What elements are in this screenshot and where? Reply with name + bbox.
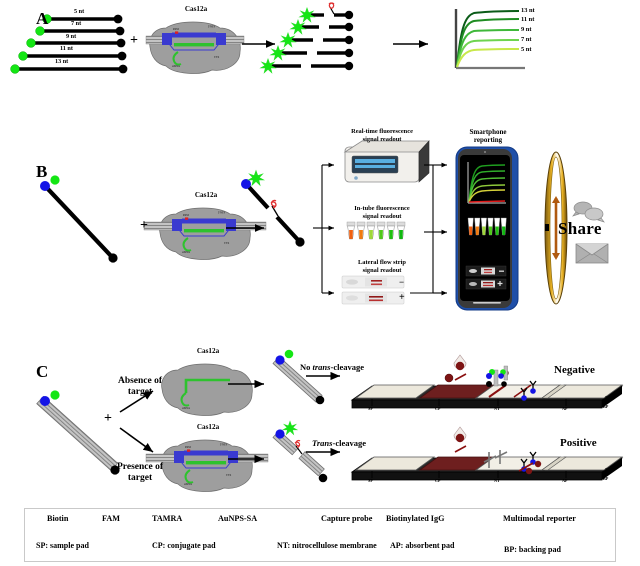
pad-mark-nt-neg: NT bbox=[494, 406, 500, 411]
svg-text:PAM: PAM bbox=[173, 28, 179, 31]
pad-mark-ap-neg: AP bbox=[562, 406, 568, 411]
result-positive: Positive bbox=[560, 437, 597, 449]
legend-abbrev-nt: NT: nitrocellulose membrane bbox=[277, 541, 377, 550]
pad-mark-nt-pos: NT bbox=[494, 478, 500, 483]
legend-label-multimodal-reporter: Multimodal reporter bbox=[503, 514, 576, 523]
strip-sign-positive: + bbox=[399, 292, 405, 303]
panel-a-cleaved-probes bbox=[259, 2, 354, 74]
cas12a-complex-a: PAM 5'NTS 3'TS crRNA bbox=[145, 21, 245, 74]
svg-text:5'NTS: 5'NTS bbox=[218, 212, 226, 215]
curve-label-7nt: 7 nt bbox=[521, 36, 532, 43]
panel-c-cas12a-label-apo: Cas12a bbox=[196, 347, 220, 355]
result-negative: Negative bbox=[554, 364, 595, 376]
legend-abbrev-cp: CP: conjugate pad bbox=[152, 541, 216, 550]
probe-label-11nt: 11 nt bbox=[60, 45, 73, 52]
readout-lateralflow-strips bbox=[341, 275, 405, 305]
branch-label-presence: Presence of target bbox=[117, 462, 163, 483]
envelope-icon bbox=[575, 243, 609, 264]
legend-label-biotinylated-igg: Biotinylated IgG bbox=[386, 514, 445, 523]
pad-mark-cp-neg: CP bbox=[435, 406, 441, 411]
cas12a-complex-b: PAM 5'NTS 3'TS crRNA bbox=[143, 207, 267, 260]
panel-c-cleaved-probe bbox=[272, 420, 328, 483]
chat-bubbles-icon bbox=[572, 201, 605, 223]
phone-tubes bbox=[467, 217, 507, 236]
cas12a-ternary: PAM 5'NTS 3'TS crRNA bbox=[145, 439, 269, 492]
svg-text:5'NTS: 5'NTS bbox=[208, 26, 216, 29]
legend-label-aunps-sa: AuNPS-SA bbox=[218, 514, 258, 523]
smartphone bbox=[455, 146, 519, 311]
panel-b-reporter bbox=[40, 175, 118, 263]
panel-a-cas12a-label: Cas12a bbox=[184, 5, 208, 13]
panel-b-plus: + bbox=[140, 218, 148, 233]
lateral-flow-strip-positive bbox=[350, 426, 624, 481]
curve-label-9nt: 9 nt bbox=[521, 26, 532, 33]
pad-mark-sp-neg: SP bbox=[368, 406, 373, 411]
svg-text:3'TS: 3'TS bbox=[214, 56, 220, 59]
svg-text:3'TS: 3'TS bbox=[224, 242, 230, 245]
readout-realtime-instrument bbox=[343, 140, 430, 183]
curve-label-13nt: 13 nt bbox=[521, 7, 535, 14]
panel-c-intact-probe bbox=[272, 349, 325, 405]
cas12a-apo: crRNA bbox=[161, 363, 253, 416]
legend-abbrev-ap: AP: absorbent pad bbox=[390, 541, 455, 550]
share-label: Share bbox=[558, 219, 602, 238]
result-label-trans-cleavage: Trans-cleavage bbox=[312, 438, 366, 448]
svg-text:5'NTS: 5'NTS bbox=[220, 444, 228, 447]
probe-label-13nt: 13 nt bbox=[55, 58, 69, 65]
svg-text:PAM: PAM bbox=[183, 214, 189, 217]
panel-a-chart bbox=[454, 9, 525, 70]
svg-text:crRNA: crRNA bbox=[184, 483, 192, 486]
panel-a-probes bbox=[10, 14, 128, 74]
panel-c-input-probe bbox=[36, 390, 120, 475]
panel-c-letter: C bbox=[36, 362, 49, 381]
panel-b-bracket bbox=[313, 162, 334, 296]
svg-text:crRNA: crRNA bbox=[182, 407, 190, 410]
panel-a-letter: A bbox=[36, 9, 49, 28]
arrow-c-presence bbox=[119, 427, 154, 453]
legend-abbrev-sp: SP: sample pad bbox=[36, 541, 89, 550]
share-cloud bbox=[544, 151, 568, 305]
panel-b-cleaved-reporter bbox=[241, 169, 305, 247]
curve-label-5nt: 5 nt bbox=[521, 46, 532, 53]
readout-label-realtime: Real-time fluorescence signal readout bbox=[351, 128, 413, 143]
legend-abbrev-bp: BP: backing pad bbox=[504, 545, 561, 554]
strip-sign-negative: − bbox=[399, 277, 405, 287]
legend-label-fam: FAM bbox=[102, 514, 121, 523]
panel-c-cas12a-label-ternary: Cas12a bbox=[196, 423, 220, 431]
branch-label-absence: Absence of target bbox=[117, 376, 163, 397]
svg-text:crRNA: crRNA bbox=[182, 251, 190, 254]
curve-label-11nt: 11 nt bbox=[521, 16, 535, 23]
pad-mark-sp-pos: SP bbox=[368, 478, 373, 483]
probe-label-7nt: 7 nt bbox=[71, 20, 82, 27]
legend-box bbox=[24, 508, 616, 562]
readout-label-intube: In-tube fluorescence signal readout bbox=[354, 205, 410, 220]
readout-intube-tubes bbox=[346, 221, 406, 240]
lateral-flow-strip-negative bbox=[350, 354, 624, 409]
legend-label-capture-probe: Capture probe bbox=[321, 514, 373, 523]
svg-text:3'TS: 3'TS bbox=[226, 474, 232, 477]
panel-b-cas12a-label: Cas12a bbox=[194, 191, 218, 199]
arrows-to-phone bbox=[410, 162, 447, 296]
svg-text:crRNA: crRNA bbox=[172, 65, 180, 68]
smartphone-label: Smartphone reporting bbox=[469, 128, 507, 145]
pad-mark-bp-pos: BP bbox=[603, 476, 609, 481]
pad-mark-cp-pos: CP bbox=[435, 478, 441, 483]
pad-mark-ap-pos: AP bbox=[562, 478, 568, 483]
legend-label-tamra: TAMRA bbox=[152, 514, 183, 523]
phone-strips bbox=[465, 265, 507, 290]
panel-c-plus: + bbox=[104, 411, 112, 426]
panel-a-plus: + bbox=[130, 33, 138, 48]
phone-chart bbox=[467, 162, 506, 204]
readout-label-lateralflow: Lateral flow strip signal readout bbox=[358, 259, 406, 274]
legend-label-biotin: Biotin bbox=[47, 514, 69, 523]
result-label-no-trans-cleavage: No trans-cleavage bbox=[300, 362, 364, 372]
panel-b-letter: B bbox=[36, 162, 48, 181]
arrow-c-absence bbox=[119, 390, 154, 413]
pad-mark-bp-neg: BP bbox=[603, 404, 609, 409]
probe-label-5nt: 5 nt bbox=[74, 8, 85, 15]
probe-label-9nt: 9 nt bbox=[66, 33, 77, 40]
svg-text:PAM: PAM bbox=[185, 446, 191, 449]
